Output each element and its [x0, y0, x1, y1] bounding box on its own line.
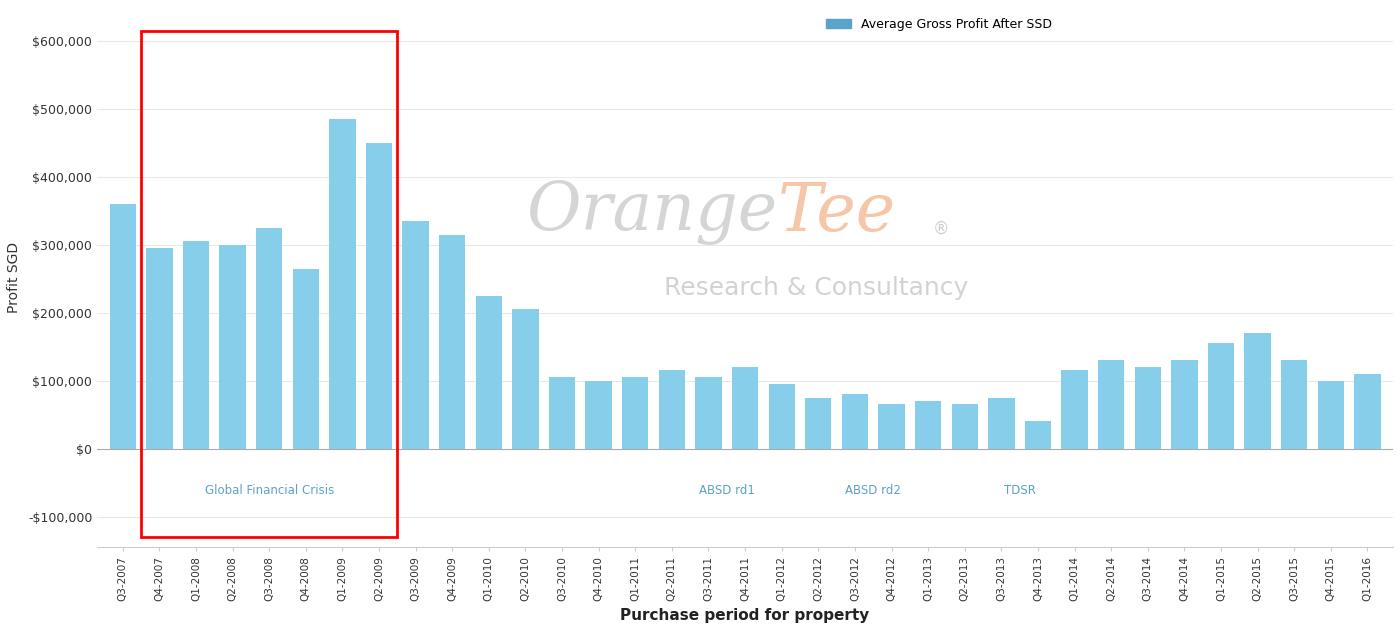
Bar	[109, 204, 136, 449]
Bar	[141, 31, 398, 537]
Bar	[549, 377, 575, 449]
Bar	[476, 295, 503, 449]
Bar	[696, 377, 721, 449]
Bar	[916, 401, 941, 449]
Bar	[293, 268, 319, 449]
Bar	[732, 367, 759, 449]
Text: ABSD rd1: ABSD rd1	[699, 484, 755, 497]
Bar	[1245, 333, 1271, 449]
Bar	[1134, 367, 1161, 449]
Bar	[878, 404, 904, 449]
Text: Research & Consultancy: Research & Consultancy	[664, 276, 969, 300]
Bar	[1172, 360, 1197, 449]
Bar	[1281, 360, 1308, 449]
Text: ABSD rd2: ABSD rd2	[846, 484, 902, 497]
Text: ®: ®	[932, 219, 949, 238]
Bar	[805, 398, 832, 449]
Bar	[1025, 421, 1051, 449]
Bar	[440, 234, 465, 449]
X-axis label: Purchase period for property: Purchase period for property	[620, 608, 869, 623]
Bar	[1208, 343, 1235, 449]
Legend: Average Gross Profit After SSD: Average Gross Profit After SSD	[822, 13, 1057, 36]
Bar	[1354, 374, 1380, 449]
Bar	[585, 381, 612, 449]
Bar	[952, 404, 979, 449]
Bar	[256, 228, 283, 449]
Bar	[512, 309, 539, 449]
Text: TDSR: TDSR	[1004, 484, 1036, 497]
Bar	[146, 248, 172, 449]
Bar	[365, 143, 392, 449]
Bar	[183, 241, 209, 449]
Bar	[220, 244, 246, 449]
Bar	[1061, 370, 1088, 449]
Bar	[769, 384, 795, 449]
Text: Global Financial Crisis: Global Financial Crisis	[204, 484, 333, 497]
Bar	[988, 398, 1015, 449]
Bar	[1098, 360, 1124, 449]
Bar	[622, 377, 648, 449]
Bar	[841, 394, 868, 449]
Text: Tee: Tee	[777, 180, 896, 245]
Bar	[402, 221, 428, 449]
Bar	[1317, 381, 1344, 449]
Bar	[658, 370, 685, 449]
Bar	[329, 119, 356, 449]
Y-axis label: Profit SGD: Profit SGD	[7, 241, 21, 312]
Text: Orange: Orange	[526, 180, 777, 245]
